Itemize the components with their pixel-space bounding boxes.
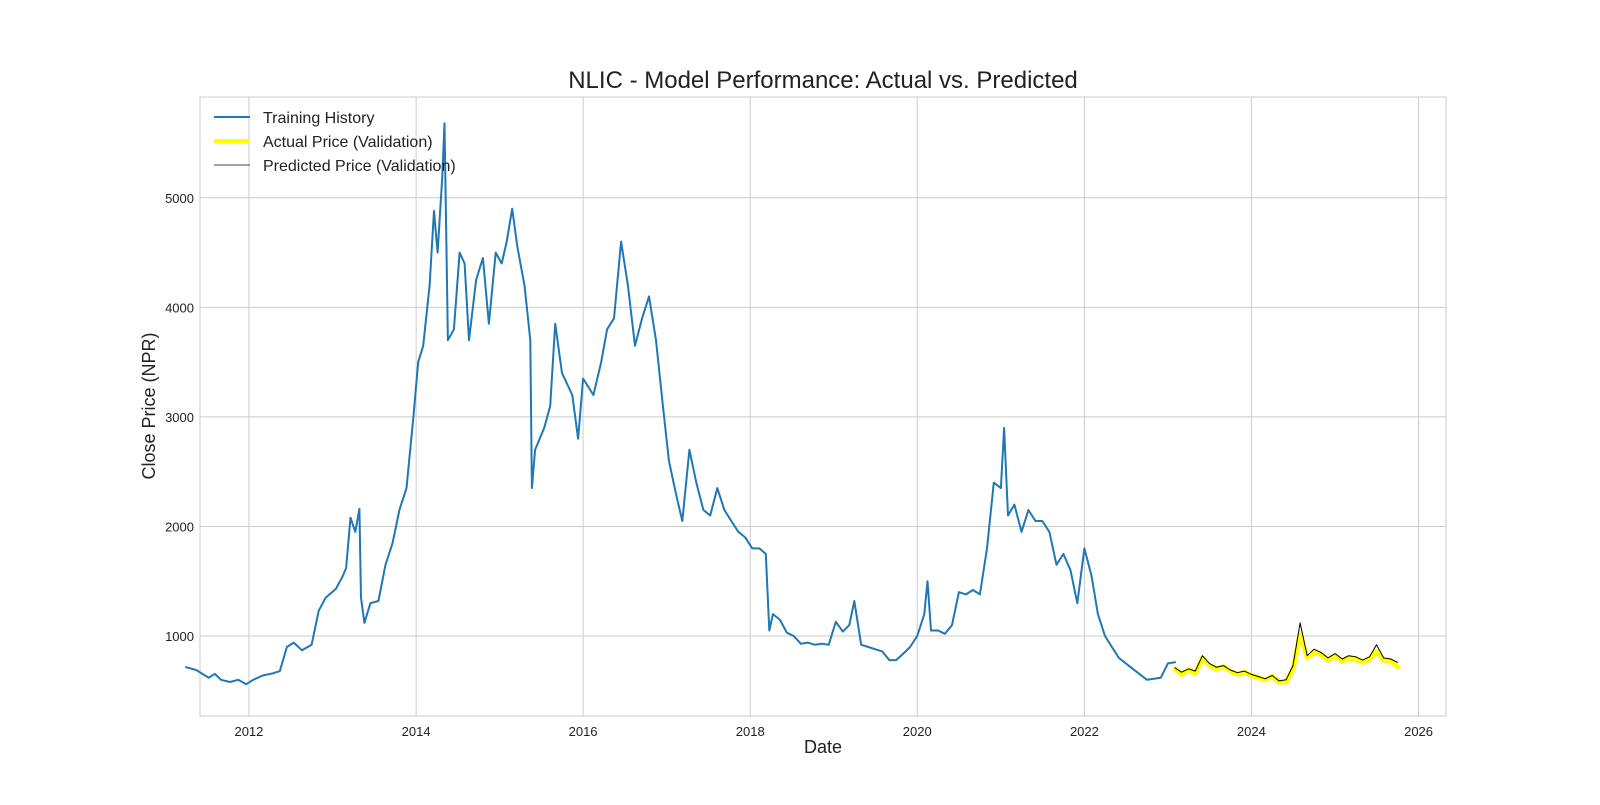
- legend-label-actual: Actual Price (Validation): [263, 134, 433, 151]
- legend-label-training: Training History: [263, 110, 374, 127]
- x-tick-label: 2022: [1070, 724, 1099, 739]
- y-tick-label: 4000: [165, 300, 194, 315]
- grid-layer: [200, 97, 1446, 716]
- series-line-predicted: [1174, 622, 1398, 682]
- y-tick-label: 2000: [165, 519, 194, 534]
- plot-area: [199, 96, 1447, 717]
- y-axis-title: Close Price (NPR): [139, 332, 159, 479]
- y-tick-label: 3000: [165, 410, 194, 425]
- x-tick-label: 2024: [1237, 724, 1266, 739]
- x-tick-label: 2020: [903, 724, 932, 739]
- x-tick-label: 2018: [736, 724, 765, 739]
- series-layer: [185, 122, 1400, 686]
- chart-title: NLIC - Model Performance: Actual vs. Pre…: [568, 67, 1078, 94]
- x-tick-label: 2016: [569, 724, 598, 739]
- x-tick-label: 2026: [1404, 724, 1433, 739]
- series-line-actual: [1172, 631, 1400, 685]
- legend-label-predicted: Predicted Price (Validation): [263, 158, 456, 175]
- series-line-training: [185, 122, 1176, 686]
- x-tick-label: 2012: [234, 724, 263, 739]
- x-tick-labels: 2012 2014 2016 2018 2020 2022 2024 2026: [234, 724, 1433, 739]
- x-tick-label: 2014: [402, 724, 431, 739]
- x-axis-title: Date: [804, 737, 842, 757]
- legend: Training History Actual Price (Validatio…: [214, 110, 456, 175]
- y-tick-label: 1000: [165, 629, 194, 644]
- y-tick-labels: 1000 2000 3000 4000 5000: [165, 191, 194, 644]
- y-tick-label: 5000: [165, 191, 194, 206]
